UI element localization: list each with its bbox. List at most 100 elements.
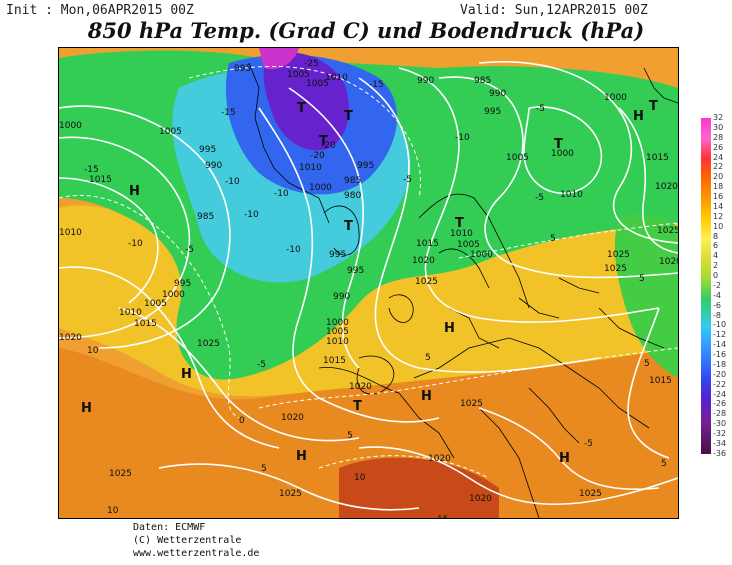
map-title: 850 hPa Temp. (Grad C) und Bodendruck (h…	[87, 18, 645, 43]
isobar-pressure-label: 1000	[59, 121, 82, 131]
temperature-contour-label: 15	[437, 515, 448, 518]
isobar-pressure-label: 1025	[279, 489, 302, 499]
colorbar-tick: -14	[713, 340, 727, 350]
isobar-pressure-label: 985	[344, 176, 361, 186]
temperature-contour-label: -20	[321, 141, 336, 151]
isobar-pressure-label: 1005	[306, 79, 329, 89]
colorbar-tick: -12	[713, 330, 727, 340]
temperature-contour-label: 10	[354, 473, 366, 483]
pressure-center-marker: H	[296, 449, 307, 464]
isobar-pressure-label: 1005	[326, 327, 349, 337]
isobar-pressure-label: 1025	[415, 277, 438, 287]
isobar-pressure-label: 1010	[119, 308, 142, 318]
temperature-label-layer: -25 -15 -5 -15 -10 -20-20 -15 -10 -5 -10 -10 -5 -10 -…	[84, 59, 667, 518]
isobar-pressure-label: 1025	[604, 264, 627, 274]
isobar-pressure-label: 1020	[428, 454, 451, 464]
pressure-center-marker: T	[649, 99, 658, 114]
colorbar-tick: -8	[713, 310, 721, 320]
temperature-contour-label: -10	[455, 133, 470, 143]
colorbar-tick: 8	[713, 231, 719, 241]
colorbar-tick: -28	[713, 409, 727, 419]
colorbar-tick: 10	[713, 221, 724, 231]
colorbar-tick: -4	[713, 290, 721, 300]
isobar-pressure-label: 1000	[326, 318, 349, 328]
pressure-center-marker: T	[344, 109, 353, 124]
isobar-pressure-label: 990	[417, 76, 434, 86]
pressure-center-marker: H	[81, 401, 92, 416]
pressure-center-marker: H	[421, 389, 432, 404]
colorbar-tick: -24	[713, 389, 727, 399]
colorbar-tick: 20	[713, 172, 724, 182]
isobar-pressure-label: 990	[333, 292, 350, 302]
footer-website: www.wetterzentrale.de	[133, 548, 260, 559]
temperature-contour-label: 5	[347, 431, 353, 441]
isobar-pressure-label: 1025	[197, 339, 220, 349]
footer-credits: Daten: ECMWF (C) Wetterzentrale www.wett…	[133, 521, 259, 560]
isobar-pressure-label: 995	[329, 250, 346, 260]
colorbar-tick: -10	[713, 320, 727, 330]
colorbar-tick: -36	[713, 448, 727, 458]
isobar-pressure-label: 995	[174, 279, 191, 289]
isobar-pressure-label: 1005	[159, 127, 182, 137]
temperature-contour-label: 5	[261, 464, 267, 474]
colorbar-tick: -18	[713, 359, 727, 369]
temperature-contour-label: 10	[87, 346, 99, 356]
temperature-contour-label: 10	[107, 506, 119, 516]
isobar-pressure-label: 980	[344, 191, 361, 201]
temperature-contour-label: -10	[274, 189, 289, 199]
isobar-pressure-label: 1010	[299, 163, 322, 173]
isobar-pressure-label: 1000	[470, 250, 493, 260]
footer-data-source: Daten: ECMWF	[133, 522, 206, 533]
init-time-label: Init : Mon,06APR2015 00Z	[6, 3, 194, 18]
temperature-contour-label: -10	[128, 239, 143, 249]
isobar-pressure-label: 1015	[134, 319, 157, 329]
isobar-pressure-label: 1025	[579, 489, 602, 499]
isobar-pressure-label: 990	[489, 89, 506, 99]
isobar-pressure-label: 1015	[416, 239, 439, 249]
colorbar-tick: 0	[713, 271, 719, 280]
colorbar-tick: -6	[713, 300, 721, 310]
colorbar-tick: -30	[713, 419, 727, 429]
temperature-contour-label: 5	[644, 359, 650, 369]
isobar-pressure-label: 1020	[412, 256, 435, 266]
valid-time-label: Valid: Sun,12APR2015 00Z	[460, 3, 648, 18]
pressure-center-marker: T	[455, 216, 464, 231]
isobar-pressure-label: 985	[474, 76, 491, 86]
colorbar-tick: 30	[713, 122, 724, 132]
isobar-pressure-label: 1015	[649, 376, 672, 386]
temperature-contour-label: -5	[584, 439, 593, 449]
isobar-pressure-label: 1010	[560, 190, 583, 200]
colorbar-tick: 24	[713, 152, 724, 162]
temperature-contour-label: 5	[550, 234, 556, 244]
isobar-pressure-label: 1025	[109, 469, 132, 479]
isobar-pressure-label: 1020	[59, 333, 82, 343]
pressure-center-marker: T	[319, 134, 328, 149]
temperature-contour-label: -5	[403, 175, 412, 185]
isobar-pressure-label: 985	[197, 212, 214, 222]
temperature-contour-label: 5	[661, 459, 667, 469]
temperature-contour-label: -5	[536, 104, 545, 114]
pressure-center-marker: H	[444, 321, 455, 336]
temperature-contours	[59, 66, 678, 479]
colorbar-tick-labels: 32 30 28 26 24 22 20 18 16 14 12 10 8 6 4 2 0 -2 -4 -6 -8 -10…	[713, 114, 732, 458]
isobar-pressure-label: 995	[357, 161, 374, 171]
footer-copyright: (C) Wetterzentrale	[133, 535, 242, 546]
colorbar-tick: -20	[713, 369, 727, 379]
isobar-pressure-label: 1000	[162, 290, 185, 300]
colorbar-tick: 4	[713, 251, 719, 261]
temperature-contour-label: -15	[221, 108, 236, 118]
colorbar-tick: 16	[713, 192, 724, 201]
temperature-zone-magenta	[259, 48, 299, 70]
isobar-pressure-label: 1005	[457, 240, 480, 250]
temperature-contour-label: -10	[244, 210, 259, 220]
colorbar-tick: 18	[713, 182, 724, 192]
isobar-pressure-label: 1025	[657, 226, 678, 236]
colorbar-tick: -32	[713, 429, 727, 438]
pressure-center-marker: H	[129, 184, 140, 199]
isobar-pressure-label: 1015	[646, 153, 669, 163]
isobar-pressure-label: 1020	[349, 382, 372, 392]
colorbar-tick: 6	[713, 241, 719, 251]
colorbar-tick: -22	[713, 379, 727, 389]
